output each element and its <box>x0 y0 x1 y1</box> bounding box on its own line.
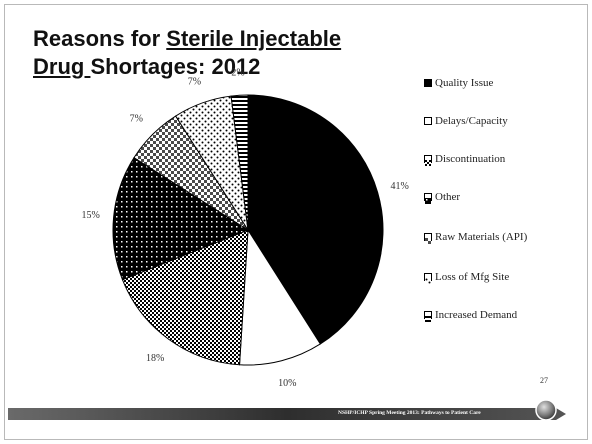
pie-slice-delays-capacity <box>238 228 322 366</box>
legend-swatch <box>424 233 432 244</box>
pie-slice-discontinuation <box>121 229 249 366</box>
slide-title-line-2: Drug Shortages: 2012 <box>33 55 260 79</box>
footer-bar <box>8 399 566 421</box>
title-prefix: Reasons for <box>33 26 167 51</box>
legend-label: Quality Issue <box>435 77 494 89</box>
pie-slice-increased-demand <box>230 94 249 231</box>
globe-icon <box>535 399 557 421</box>
pie-label: 15% <box>82 210 100 221</box>
title-rest: Shortages: 2012 <box>90 54 261 79</box>
pie-slices <box>112 94 384 366</box>
legend-swatch <box>424 155 432 166</box>
pie-labels: 41% 10% 18% 15% 7% 7% 2% <box>82 67 409 389</box>
legend-item: Other <box>424 190 584 204</box>
pie-label: 7% <box>188 76 201 87</box>
legend-swatch <box>424 273 432 284</box>
title-underlined-2: Drug <box>33 54 91 79</box>
legend-item: Delays/Capacity <box>424 114 584 128</box>
slide-title-line-1: Reasons for Sterile Injectable <box>33 27 341 51</box>
legend-label: Delays/Capacity <box>435 115 508 127</box>
legend-label: Raw Materials (API) <box>435 231 528 243</box>
legend-label: Discontinuation <box>435 153 506 165</box>
legend-item: Raw Materials (API) <box>424 230 584 244</box>
footer-bar-shape <box>8 408 566 420</box>
pie-label: 7% <box>130 113 143 124</box>
pie-label: 41% <box>391 181 409 192</box>
pie-slice-quality-issue <box>247 94 384 345</box>
legend-label: Increased Demand <box>435 309 518 321</box>
legend-swatch <box>424 117 432 125</box>
legend-item: Discontinuation <box>424 152 584 166</box>
page-number: 27 <box>540 376 548 385</box>
legend-label: Other <box>435 191 461 203</box>
footer-text: NSHP/ICHP Spring Meeting 2013: Pathways … <box>338 410 481 416</box>
legend-swatch <box>424 193 432 204</box>
pie-slice-other <box>112 156 250 281</box>
legend-item: Quality Issue <box>424 76 584 90</box>
pie-label: 18% <box>146 353 164 364</box>
title-underlined-1: Sterile Injectable <box>166 26 342 51</box>
legend-swatch <box>424 311 432 322</box>
legend-item: Increased Demand <box>424 308 584 322</box>
slide: Reasons for Sterile Injectable Drug Shor… <box>4 4 588 440</box>
legend-swatch <box>424 79 432 87</box>
legend-label: Loss of Mfg Site <box>435 271 510 283</box>
legend-item: Loss of Mfg Site <box>424 270 584 284</box>
pie-label: 2% <box>231 67 244 78</box>
pie-label: 10% <box>278 378 296 389</box>
